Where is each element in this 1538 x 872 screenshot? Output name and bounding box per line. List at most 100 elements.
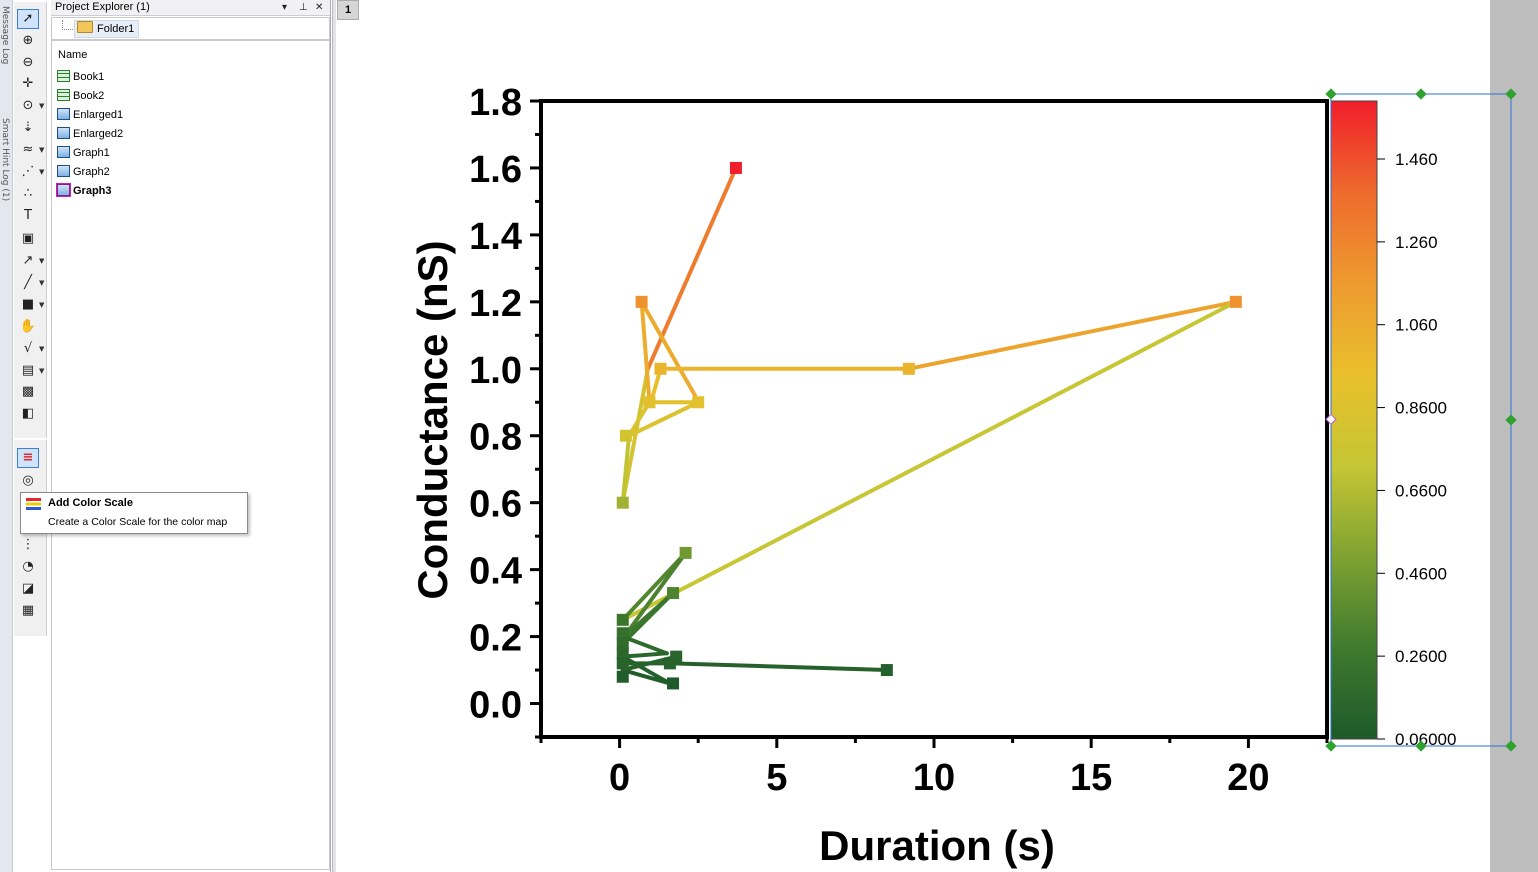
project-item-graph2[interactable]: Graph2 [57, 164, 110, 180]
splitter[interactable] [332, 0, 336, 872]
name-column-header[interactable]: Name [58, 49, 88, 61]
color-scale-ticks: 1.460 1.260 1.060 0.8600 0.6600 0.4600 0.2600 0… [1377, 150, 1456, 749]
dropdown-arrow-icon[interactable]: ▼ [39, 146, 45, 154]
region-mask-tool-icon[interactable]: ⋰ [21, 164, 35, 179]
close-icon[interactable]: ✕ [315, 2, 324, 13]
series-4-segment-1 [622, 550, 688, 639]
dropdown-arrow-icon[interactable]: ▼ [39, 257, 45, 265]
project-item-graph3[interactable]: Graph3 [56, 183, 112, 199]
y-axis: 0.0 0.2 0.4 0.6 0.8 1.0 1.2 1.4 1.6 1.8 [469, 82, 541, 739]
color-scale-tick-label: 0.6600 [1395, 481, 1447, 500]
add-color-scale-icon[interactable]: ≡ [17, 448, 39, 468]
rotate-handle [1325, 413, 1337, 425]
smart-hint-log-tab[interactable]: Smart Hint Log (1) [0, 118, 10, 202]
series-5-segment-2 [620, 654, 672, 686]
dropdown-arrow-icon[interactable]: ▼ [39, 367, 45, 375]
series-4-segment-3 [620, 591, 676, 646]
series-6-segment-1 [671, 661, 889, 673]
layer-3d-tool-icon[interactable]: ◧ [21, 406, 35, 421]
x-tick-label: 20 [1227, 757, 1269, 799]
data-point-2 [1229, 295, 1242, 308]
folder-item[interactable]: Folder1 [74, 20, 140, 38]
project-item-enlarged1[interactable]: Enlarged1 [57, 107, 123, 123]
color-scale-tick-label: 0.8600 [1395, 399, 1447, 418]
pin-icon[interactable]: ⊥ [299, 2, 308, 13]
line-tool-icon[interactable]: ╱ [24, 275, 32, 290]
panel-menu-icon[interactable]: ▾ [282, 2, 288, 13]
folder-tree: Folder1 [51, 17, 330, 40]
graph-icon [57, 127, 70, 139]
color-scale-bar [1330, 100, 1378, 740]
data-point-17 [670, 650, 683, 663]
project-item-book2[interactable]: Book2 [57, 88, 104, 104]
graph-icon [57, 146, 70, 158]
series-2-segment-2 [649, 366, 663, 405]
dropdown-arrow-icon[interactable]: ▼ [39, 345, 45, 353]
data-reader-tool-icon[interactable]: ⊙ [22, 98, 34, 113]
color-scale-selection-box [1330, 93, 1512, 747]
draw-data-tool-icon[interactable]: ∴ [23, 186, 33, 201]
pointer-tool-icon[interactable]: ➚ [17, 9, 39, 29]
color-scale-tick-label: 0.2600 [1395, 647, 1447, 666]
message-log-tab[interactable]: Message Log [0, 6, 10, 65]
dropdown-arrow-icon[interactable]: ▼ [39, 279, 45, 287]
series-1-segment-2 [639, 299, 652, 405]
project-item-book1[interactable]: Book1 [57, 69, 104, 85]
tree-connector [62, 20, 73, 30]
add-layer-icon[interactable]: ⋮ [21, 537, 35, 552]
workbook-icon [57, 89, 70, 101]
insert-3d-tool-icon[interactable]: ▩ [21, 384, 35, 399]
insert-graph-tool-icon[interactable]: ▤ [21, 363, 35, 378]
dropdown-arrow-icon[interactable]: ▼ [39, 168, 45, 176]
hand-pan-tool-icon[interactable]: ✋ [19, 319, 37, 334]
data-selector-tool-icon[interactable]: ≈ [22, 142, 34, 157]
zoom-in-tool-icon[interactable]: ⊕ [22, 33, 34, 48]
resize-handle [1415, 740, 1427, 752]
insert-equation-tool-icon[interactable]: √ [23, 341, 33, 356]
color-scale-icon [26, 498, 41, 510]
insert-table-tool-icon[interactable]: ▣ [21, 231, 35, 246]
dropdown-arrow-icon[interactable]: ▼ [39, 102, 45, 110]
timestamp-icon[interactable]: ◔ [22, 559, 34, 574]
color-scale-tick-label: 1.460 [1395, 150, 1438, 169]
screen-reader-tool-icon[interactable]: ✛ [22, 76, 34, 91]
resize-handle [1325, 740, 1337, 752]
series-5-segment-4 [620, 654, 679, 673]
x-tick-label: 0 [609, 757, 630, 799]
add-folder-note-icon[interactable]: ◪ [21, 581, 35, 596]
annotation-tool-icon[interactable]: ⇣ [22, 120, 34, 135]
add-table-icon[interactable]: ▦ [21, 603, 35, 618]
series-2-segment-0 [627, 400, 701, 438]
graph-icon [57, 165, 70, 177]
project-explorer-title: Project Explorer (1) [55, 1, 150, 13]
arrow-tool-icon[interactable]: ↗ [22, 253, 34, 268]
y-tick-label: 0.2 [469, 618, 522, 660]
workbook-icon [57, 70, 70, 82]
graph-icon [56, 183, 71, 197]
project-item-label: Graph2 [73, 166, 110, 178]
x-axis-label: Duration (s) [819, 822, 1055, 869]
dropdown-arrow-icon[interactable]: ▼ [39, 301, 45, 309]
layer-tab-1[interactable]: 1 [337, 0, 359, 20]
y-tick-label: 0.0 [469, 685, 522, 727]
zoom-out-tool-icon[interactable]: ⊖ [22, 55, 34, 70]
left-dock-strip: Message Log Smart Hint Log (1) [0, 0, 13, 872]
data-point-9 [679, 546, 692, 559]
text-tool-icon[interactable]: T [24, 208, 32, 223]
add-legend-icon[interactable]: ◎ [22, 473, 34, 488]
x-tick-label: 15 [1070, 757, 1112, 799]
graph-icon [57, 108, 70, 120]
y-tick-label: 0.6 [469, 484, 522, 526]
add-color-scale-tooltip: Add Color Scale Create a Color Scale for… [20, 492, 248, 534]
project-explorer-header: Project Explorer (1) ▾ ⊥ ✕ [51, 0, 330, 16]
resize-handle [1325, 88, 1337, 100]
data-point-0 [729, 161, 742, 174]
rectangle-tool-icon[interactable]: ■ [21, 297, 35, 312]
data-point-11 [616, 613, 629, 626]
series-5-segment-3 [620, 668, 672, 686]
project-item-label: Book1 [73, 71, 105, 83]
project-item-enlarged2[interactable]: Enlarged2 [57, 126, 123, 142]
data-point-10 [667, 587, 680, 600]
project-item-graph1[interactable]: Graph1 [57, 145, 110, 161]
tools-toolbar: ➚ ⊕ ⊖ ✛ ⊙ ▼ ⇣ ≈ ▼ ⋰ ▼ ∴ T ▣ ↗ ▼ ╱ ▼ ■ ▼ ✋ √ ▼ ▤ ▼ ▩ ◧ [14, 2, 47, 438]
